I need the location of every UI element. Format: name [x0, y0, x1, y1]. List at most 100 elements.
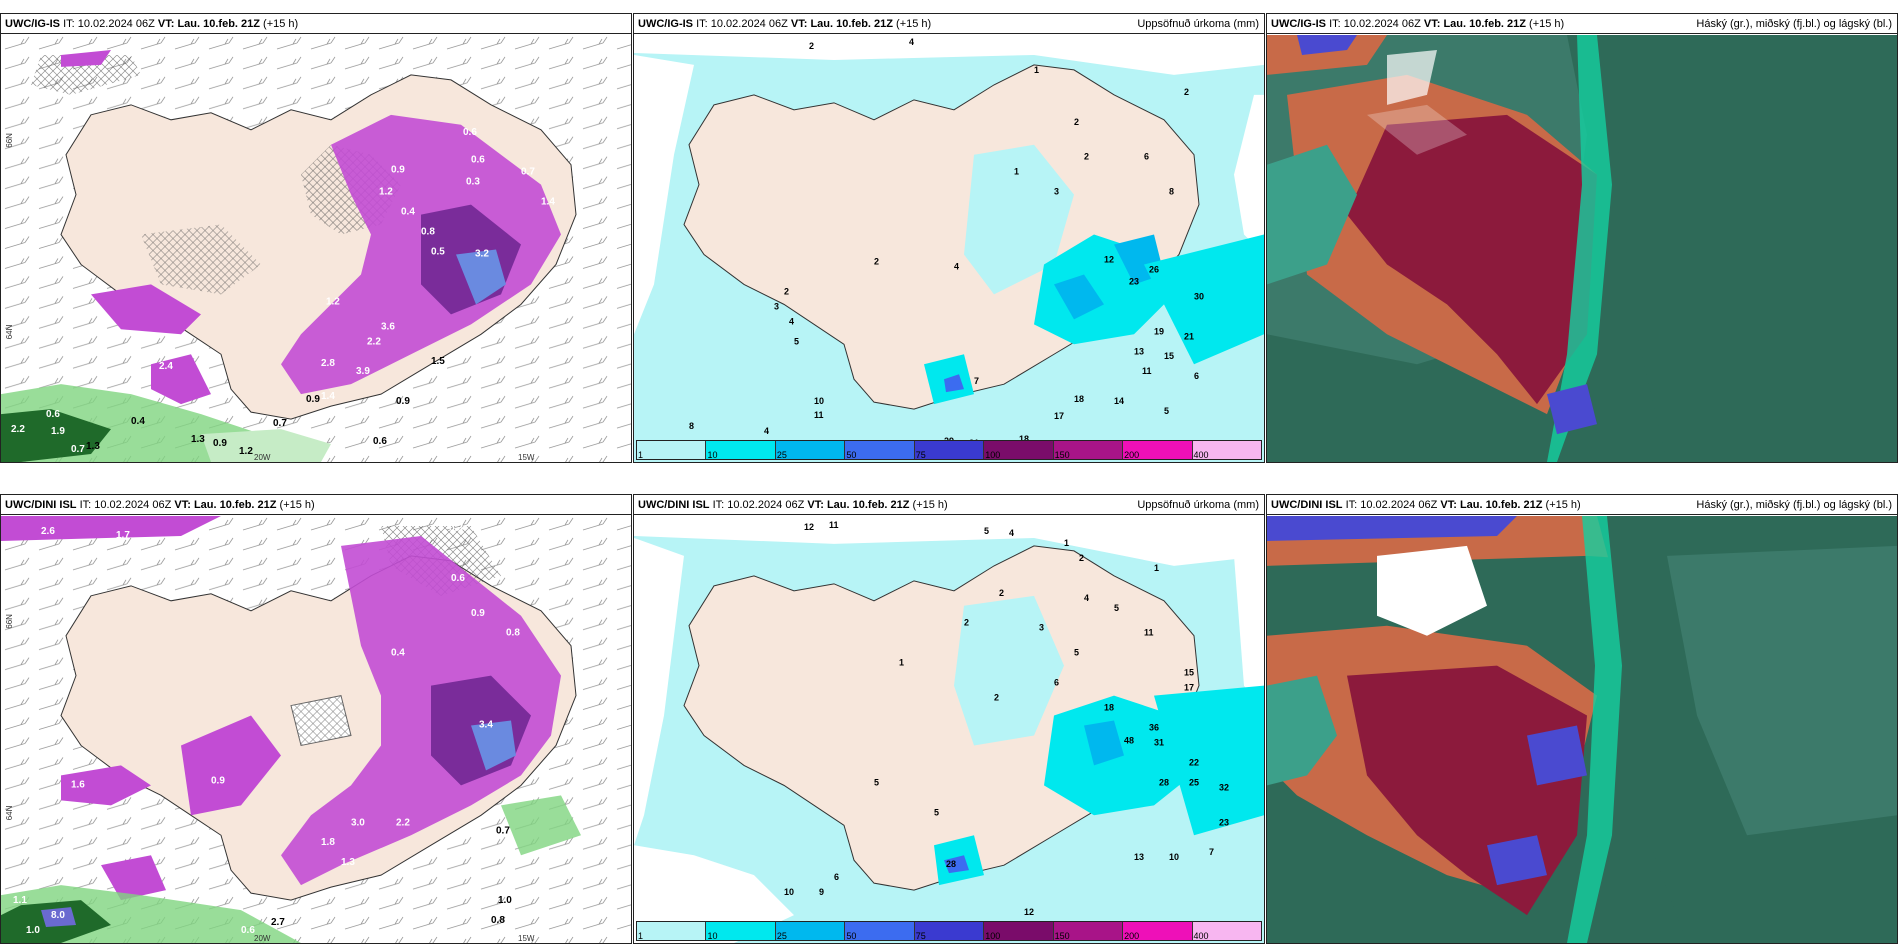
- colorbar-segment: 1: [637, 922, 707, 941]
- value-label: 11: [1142, 366, 1152, 376]
- value-label: 5: [1164, 406, 1169, 416]
- value-label: 1.3: [86, 441, 100, 452]
- colorbar-segment: 25: [775, 922, 846, 941]
- value-label: 1.0: [26, 925, 40, 936]
- panel-header: UWC/DINI ISL IT: 10.02.2024 06Z VT: Lau.…: [1, 495, 631, 515]
- value-label: 1.5: [431, 356, 445, 367]
- colorbar-segment: 150: [1053, 441, 1124, 460]
- panel-header: UWC/IG-IS IT: 10.02.2024 06Z VT: Lau. 10…: [1, 14, 631, 34]
- value-label: 30: [1194, 291, 1204, 301]
- colorbar-segment: 10: [706, 441, 776, 460]
- value-label: 2: [809, 41, 814, 51]
- panel-header: UWC/IG-IS IT: 10.02.2024 06Z VT: Lau. 10…: [634, 14, 1264, 34]
- colorbar-segment: 100: [984, 441, 1054, 460]
- value-label: 5: [934, 807, 939, 817]
- value-label: 2: [784, 286, 789, 296]
- value-label: 0.7: [496, 825, 510, 836]
- colorbar-segment: 200: [1123, 441, 1193, 460]
- value-label: 0.6: [463, 127, 477, 138]
- value-label: 2: [1084, 152, 1089, 162]
- value-label: 0.9: [391, 165, 405, 176]
- value-label: 14: [1114, 396, 1124, 406]
- value-label: 3.2: [475, 248, 489, 259]
- colorbar-segment: 1: [637, 441, 707, 460]
- panel-header: UWC/DINI ISL IT: 10.02.2024 06Z VT: Lau.…: [634, 495, 1264, 515]
- value-label: 5: [1074, 648, 1079, 658]
- precip-map-dini: 12 11 5 4 1 2 4 5 1 2 2 3 5 2 1 6 5 11 1…: [634, 516, 1264, 943]
- value-label: 8: [1169, 187, 1174, 197]
- lat-label-66n: 66N: [5, 614, 14, 629]
- value-label: 28: [1159, 777, 1169, 787]
- value-label: 3: [774, 301, 779, 311]
- panel-ig-snowfall: UWC/IG-IS IT: 10.02.2024 06Z VT: Lau. 10…: [0, 13, 632, 463]
- value-label: 19: [1154, 326, 1164, 336]
- lat-label-66n: 66N: [5, 133, 14, 148]
- value-label: 25: [1189, 777, 1199, 787]
- value-label: 6: [1144, 152, 1149, 162]
- value-label: 0.8: [491, 915, 505, 926]
- panel-title: Uppsöfnuð úrkoma (mm): [1137, 499, 1259, 511]
- value-label: 0.9: [213, 438, 227, 449]
- value-label: 0.6: [451, 573, 465, 584]
- value-label: 0.6: [373, 436, 387, 447]
- value-label: 4: [1009, 528, 1014, 538]
- value-label: 28: [946, 859, 956, 869]
- value-label: 7: [1209, 847, 1214, 857]
- value-label: 6: [1194, 371, 1199, 381]
- value-label: 1.3: [191, 434, 205, 445]
- colorbar-segment: 10: [706, 922, 776, 941]
- value-label: 2: [874, 256, 879, 266]
- value-label: 18: [1019, 434, 1029, 444]
- value-label: 1.8: [321, 837, 335, 848]
- panel-dini-precip: UWC/DINI ISL IT: 10.02.2024 06Z VT: Lau.…: [633, 494, 1265, 944]
- value-label: 2: [1079, 553, 1084, 563]
- precip-colorbar: 1 10 25 50 75 100 150 200 400: [636, 440, 1262, 460]
- value-label: 5: [1114, 603, 1119, 613]
- colorbar-segment: 25: [775, 441, 846, 460]
- lon-label-15w: 15W: [518, 453, 535, 462]
- map-area: 2.6 1.7 0.3 0.6 0.9 0.4 0.8 3.4 1.6 0.9 …: [1, 516, 631, 943]
- value-label: 1.1: [13, 895, 27, 906]
- colorbar-segment: 75: [914, 441, 985, 460]
- value-label: 1: [1014, 167, 1019, 177]
- value-label: 10: [814, 396, 824, 406]
- panel-title: Háský (gr.), miðský (fj.bl.) og lágský (…: [1696, 18, 1892, 30]
- value-label: 0.8: [421, 227, 435, 238]
- value-label: 0.6: [46, 409, 60, 420]
- panel-ig-clouds: UWC/IG-IS IT: 10.02.2024 06Z VT: Lau. 10…: [1266, 13, 1898, 463]
- value-label: 11: [1144, 628, 1154, 638]
- value-label: 0.7: [273, 418, 287, 429]
- value-label: 0.3: [466, 177, 480, 188]
- colorbar-segment: 50: [845, 922, 915, 941]
- value-label: 31: [1154, 737, 1164, 747]
- value-label: 1.9: [51, 426, 65, 437]
- value-label: 5: [794, 336, 799, 346]
- panel-ig-precip: UWC/IG-IS IT: 10.02.2024 06Z VT: Lau. 10…: [633, 13, 1265, 463]
- value-label: 17: [1054, 411, 1064, 421]
- value-label: 32: [1219, 782, 1229, 792]
- colorbar-segment: 200: [1123, 922, 1193, 941]
- panel-dini-snowfall: UWC/DINI ISL IT: 10.02.2024 06Z VT: Lau.…: [0, 494, 632, 944]
- value-label: 1.7: [116, 530, 130, 541]
- value-label: 2: [1184, 87, 1189, 97]
- map-area: [1267, 35, 1897, 462]
- value-label: 1: [1034, 65, 1039, 75]
- value-label: 10: [784, 887, 794, 897]
- panel-header: UWC/DINI ISL IT: 10.02.2024 06Z VT: Lau.…: [1267, 495, 1897, 515]
- value-label: 0.7: [71, 444, 85, 455]
- value-label: 10: [1169, 852, 1179, 862]
- value-label: 6: [1054, 678, 1059, 688]
- value-label: 0.5: [431, 246, 445, 257]
- value-label: 0.4: [401, 207, 415, 218]
- value-label: 8.0: [51, 910, 65, 921]
- value-label: 4: [1084, 593, 1089, 603]
- value-label: 0.6: [241, 925, 255, 936]
- colorbar-segment: 150: [1053, 922, 1124, 941]
- value-label: 4: [909, 37, 914, 47]
- value-label: 21: [1184, 331, 1194, 341]
- value-label: 23: [1219, 817, 1229, 827]
- map-area: 2 4 1 2 2 1 2 6 8 3 4 2 2 3 4 5 7 10 11 …: [634, 35, 1264, 462]
- value-label: 1.3: [341, 857, 355, 868]
- value-label: 1.2: [239, 446, 253, 457]
- value-label: 2.4: [159, 361, 173, 372]
